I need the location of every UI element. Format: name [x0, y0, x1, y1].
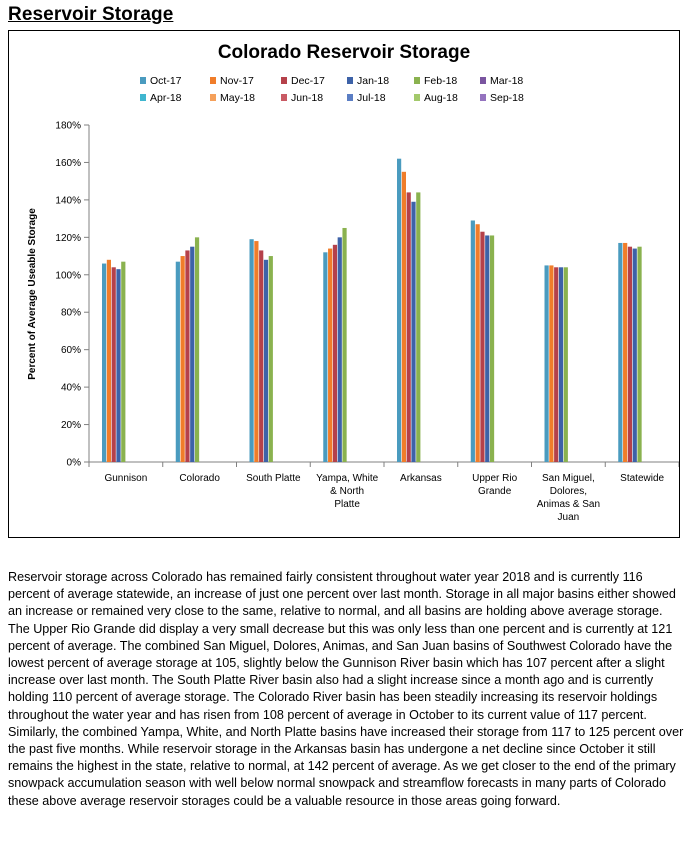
- bar-dec-17-6: [554, 267, 559, 462]
- bar-oct-17-0: [102, 263, 107, 462]
- x-tick-label-south-platte: South Platte: [246, 473, 301, 484]
- bar-feb-18-0: [121, 261, 126, 462]
- chart-title: Colorado Reservoir Storage: [218, 42, 470, 63]
- bar-nov-17-5: [475, 224, 480, 462]
- x-tick-label-yampa-white-north-platte: Platte: [334, 499, 360, 510]
- bar-nov-17-4: [401, 171, 406, 463]
- bar-jan-18-6: [558, 267, 564, 462]
- bar-oct-17-5: [470, 220, 475, 462]
- bar-nov-17-1: [180, 256, 185, 462]
- bar-nov-17-0: [106, 259, 111, 462]
- y-tick-label-20: 20%: [61, 420, 81, 431]
- bar-jan-18-7: [632, 248, 637, 462]
- bar-dec-17-4: [406, 192, 411, 462]
- legend-label-oct-17: Oct-17: [150, 75, 182, 87]
- bar-feb-18-2: [268, 256, 273, 462]
- x-tick-label-yampa-white-north-platte: & North: [330, 486, 364, 497]
- bar-dec-17-7: [627, 246, 633, 462]
- legend-swatch-mar-18: [480, 77, 486, 84]
- bar-oct-17-1: [175, 261, 180, 462]
- x-tick-label-yampa-white-north-platte: Yampa, White: [316, 473, 378, 484]
- bar-nov-17-3: [328, 248, 333, 462]
- x-tick-label-san-miguel-dolores-animas-san-juan: Dolores,: [550, 486, 587, 497]
- y-tick-label-80: 80%: [61, 308, 81, 319]
- bar-jan-18-5: [485, 235, 490, 462]
- section-heading: Reservoir Storage: [8, 4, 174, 25]
- bar-dec-17-2: [259, 250, 264, 462]
- y-axis-title: Percent of Average Useable Storage: [27, 208, 38, 380]
- y-tick-label-180: 180%: [55, 121, 81, 132]
- bar-nov-17-6: [549, 265, 554, 462]
- bar-feb-18-6: [563, 267, 568, 462]
- legend-swatch-jan-18: [347, 77, 353, 84]
- bar-feb-18-3: [342, 227, 347, 462]
- legend-swatch-sep-18: [480, 94, 486, 101]
- x-tick-label-statewide: Statewide: [620, 473, 664, 484]
- x-tick-label-san-miguel-dolores-animas-san-juan: Animas & San: [537, 499, 600, 510]
- legend-swatch-aug-18: [414, 94, 420, 101]
- bar-oct-17-3: [323, 252, 328, 462]
- x-tick-label-upper-rio-grande: Upper Rio: [472, 473, 517, 484]
- x-tick-label-gunnison: Gunnison: [104, 473, 147, 484]
- y-tick-label-0: 0%: [67, 458, 82, 469]
- x-tick-label-san-miguel-dolores-animas-san-juan: San Miguel,: [542, 473, 595, 484]
- legend-label-aug-18: Aug-18: [424, 92, 458, 104]
- x-tick-label-upper-rio-grande: Grande: [478, 486, 512, 497]
- y-tick-label-160: 160%: [55, 158, 81, 169]
- bar-jan-18-1: [190, 246, 195, 462]
- legend-swatch-may-18: [210, 94, 216, 101]
- y-tick-label-100: 100%: [55, 270, 81, 281]
- legend-swatch-jul-18: [347, 94, 353, 101]
- chart-frame: Colorado Reservoir Storage Oct-17 Nov-17 De…: [8, 30, 680, 538]
- legend-label-jul-18: Jul-18: [357, 92, 386, 104]
- x-tick-label-arkansas: Arkansas: [400, 473, 442, 484]
- y-tick-label-60: 60%: [61, 345, 81, 356]
- bar-oct-17-6: [544, 265, 549, 462]
- x-tick-label-colorado: Colorado: [179, 473, 220, 484]
- legend-swatch-nov-17: [210, 77, 216, 84]
- legend-swatch-feb-18: [414, 77, 420, 84]
- bar-jan-18-3: [337, 237, 342, 462]
- legend-label-apr-18: Apr-18: [150, 92, 182, 104]
- bar-feb-18-1: [194, 237, 200, 462]
- bar-dec-17-1: [185, 250, 190, 462]
- legend-label-mar-18: Mar-18: [490, 75, 523, 87]
- legend-swatch-oct-17: [140, 77, 146, 84]
- legend-label-nov-17: Nov-17: [220, 75, 254, 87]
- bar-nov-17-7: [623, 242, 628, 462]
- bar-feb-18-4: [416, 192, 421, 462]
- bar-jan-18-2: [263, 259, 269, 462]
- bar-dec-17-3: [332, 244, 338, 462]
- bar-nov-17-2: [254, 241, 259, 462]
- bar-oct-17-4: [397, 158, 402, 462]
- bar-feb-18-5: [489, 235, 495, 462]
- bar-oct-17-2: [249, 239, 254, 462]
- bar-jan-18-4: [411, 201, 416, 462]
- bar-jan-18-0: [116, 269, 121, 462]
- legend-swatch-dec-17: [281, 77, 287, 84]
- legend-swatch-jun-18: [281, 94, 287, 101]
- legend-label-dec-17: Dec-17: [291, 75, 325, 87]
- bar-oct-17-7: [618, 242, 623, 462]
- bar-feb-18-7: [637, 246, 642, 462]
- legend-label-jan-18: Jan-18: [357, 75, 389, 87]
- y-tick-label-120: 120%: [55, 233, 81, 244]
- bar-dec-17-5: [480, 231, 485, 462]
- legend-swatch-apr-18: [140, 94, 146, 101]
- y-tick-label-140: 140%: [55, 195, 81, 206]
- legend-label-jun-18: Jun-18: [291, 92, 323, 104]
- legend-label-may-18: May-18: [220, 92, 255, 104]
- bar-dec-17-0: [111, 267, 116, 462]
- body-paragraph: Reservoir storage across Colorado has re…: [8, 570, 684, 808]
- legend-label-feb-18: Feb-18: [424, 75, 457, 87]
- reservoir-chart: Colorado Reservoir Storage Oct-17 Nov-17 De…: [27, 42, 679, 523]
- legend-label-sep-18: Sep-18: [490, 92, 524, 104]
- x-tick-label-san-miguel-dolores-animas-san-juan: Juan: [558, 512, 580, 523]
- y-tick-label-40: 40%: [61, 383, 81, 394]
